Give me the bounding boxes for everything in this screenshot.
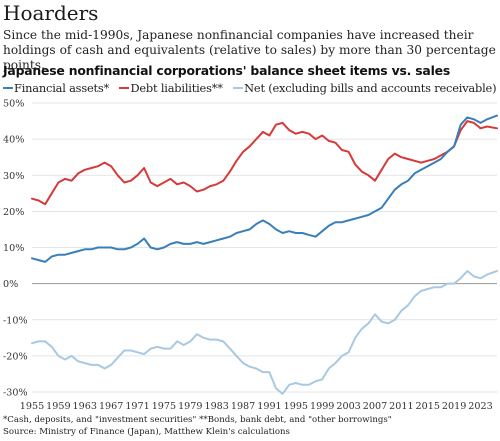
legend-item-debt: Debt liabilities**: [119, 81, 223, 95]
x-tick-label: 1959: [46, 401, 70, 412]
x-axis-ticks: 1955 1959 1963 1967 1971 1975 1979 1983 1987 1991…: [20, 401, 493, 412]
x-tick-label: 2023: [468, 401, 492, 412]
y-tick-label: 30%: [3, 171, 24, 182]
x-tick-label: 1995: [284, 401, 308, 412]
chart-description: Since the mid-1990s, Japanese nonfinanci…: [3, 28, 496, 72]
series-line-net: [31, 270, 498, 395]
legend-swatch-financial: [3, 87, 13, 89]
x-tick-label: 1955: [20, 401, 44, 412]
x-tick-label: 1971: [125, 401, 149, 412]
series-lines: [31, 114, 498, 395]
legend-label-debt: Debt liabilities**: [130, 81, 223, 95]
x-tick-label: 2019: [442, 401, 466, 412]
x-tick-label: 2011: [389, 401, 413, 412]
y-tick-label: 50%: [3, 99, 24, 110]
x-tick-label: 2003: [336, 401, 360, 412]
legend-label-financial: Financial assets*: [14, 81, 110, 95]
y-tick-label: 40%: [3, 135, 24, 146]
x-tick-label: 1999: [310, 401, 334, 412]
x-tick-label: 1979: [178, 401, 202, 412]
x-tick-label: 2007: [363, 401, 387, 412]
y-axis-ticks: 50% 40% 30% 20% 10% 0% -10% -20% -30%: [3, 99, 28, 399]
x-tick-label: 1963: [73, 401, 97, 412]
y-tick-label: 10%: [3, 243, 24, 254]
x-tick-label: 1987: [231, 401, 255, 412]
series-line-debt-liabilities: [31, 120, 498, 206]
y-tick-label: -10%: [3, 315, 28, 326]
series-line-financial-assets: [31, 114, 498, 263]
footnotes: *Cash, deposits, and "investment securit…: [3, 414, 392, 438]
source-note: Source: Ministry of Finance (Japan), Mat…: [3, 427, 290, 437]
y-tick-label: 20%: [3, 207, 24, 218]
chart-title: Hoarders: [3, 1, 99, 25]
legend-swatch-net: [233, 87, 244, 89]
x-tick-label: 1967: [99, 401, 123, 412]
chart-subtitle: Japanese nonfinancial corporations' bala…: [3, 63, 451, 78]
x-tick-label: 1983: [204, 401, 228, 412]
footnote-definitions: *Cash, deposits, and "investment securit…: [3, 415, 392, 425]
y-tick-label: -30%: [3, 388, 28, 399]
legend-swatch-debt: [119, 87, 130, 89]
y-tick-label: 0%: [3, 279, 18, 290]
legend-item-financial: Financial assets*: [3, 81, 109, 95]
legend: Financial assets* Debt liabilities** Net…: [3, 81, 500, 95]
x-tick-label: 1991: [257, 401, 281, 412]
gridlines: [32, 102, 497, 393]
legend-label-net: Net (excluding bills and accounts receiv…: [244, 81, 497, 95]
x-tick-label: 2015: [416, 401, 440, 412]
y-tick-label: -20%: [3, 351, 28, 362]
x-tick-label: 1975: [152, 401, 176, 412]
legend-item-net: Net (excluding bills and accounts receiv…: [233, 81, 497, 95]
